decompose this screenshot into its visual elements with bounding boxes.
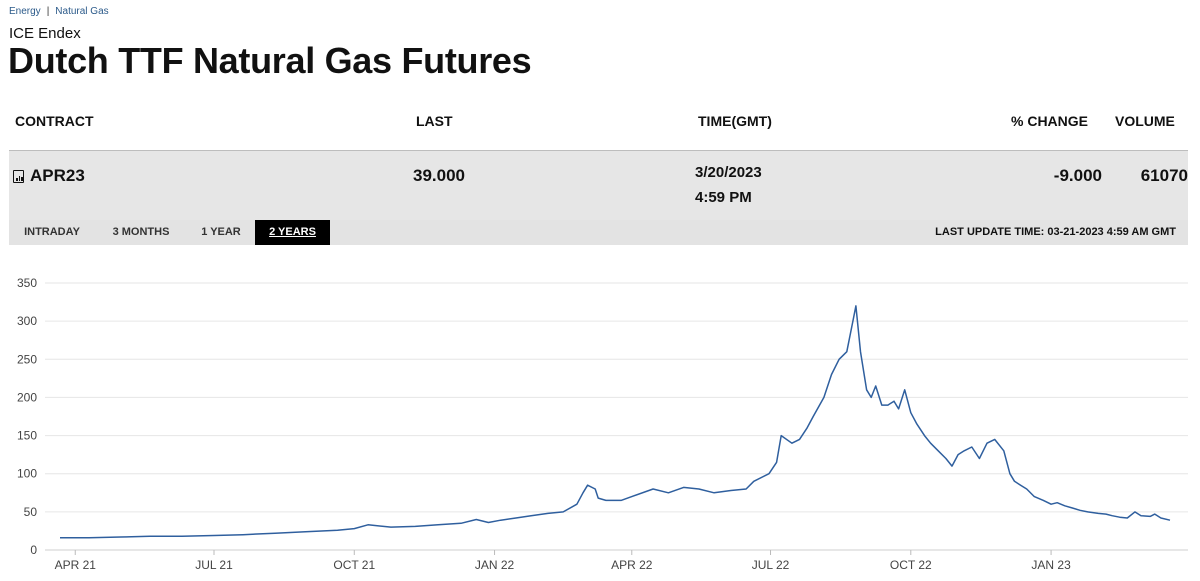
tab-3-months[interactable]: 3 MONTHS [112, 226, 170, 238]
exchange-name: ICE Endex [9, 25, 81, 42]
chart-document-icon [13, 169, 24, 183]
volume-value: 61070 [1140, 166, 1188, 185]
x-tick-label: JAN 23 [1031, 558, 1071, 572]
x-tick-label: APR 21 [55, 558, 97, 572]
tab-2-years[interactable]: 2 YEARS [255, 220, 330, 245]
tab-1-year[interactable]: 1 YEAR [201, 226, 241, 238]
last-update-time: LAST UPDATE TIME: 03-21-2023 4:59 AM GMT [935, 226, 1176, 238]
y-tick-label: 300 [17, 314, 37, 328]
price-line-chart: 0 50 100 150 200 250 300 350 APR 21 JUL 21 OCT 21 J… [17, 276, 1188, 572]
trade-date: 3/20/2023 [695, 164, 762, 181]
x-tick-label: JUL 21 [195, 558, 233, 572]
y-tick-label: 100 [17, 467, 37, 481]
y-tick-label: 0 [30, 543, 37, 557]
x-tick-label: JAN 22 [475, 558, 515, 572]
y-tick-label: 150 [17, 429, 37, 443]
trade-time: 4:59 PM [695, 189, 752, 206]
breadcrumb-energy[interactable]: Energy [9, 6, 41, 17]
percent-change: -9.000 [1053, 166, 1102, 185]
breadcrumb: Energy | Natural Gas [9, 6, 109, 17]
y-tick-label: 50 [24, 505, 38, 519]
breadcrumb-separator: | [46, 6, 50, 17]
contract-name: APR23 [30, 166, 85, 185]
last-price: 39.000 [413, 166, 465, 185]
y-tick-label: 200 [17, 390, 37, 404]
quote-row: APR23 39.000 3/20/2023 4:59 PM -9.000 61… [9, 150, 1188, 221]
x-tick-label: JUL 22 [752, 558, 790, 572]
header-last: LAST [416, 113, 453, 129]
x-tick-label: OCT 21 [333, 558, 375, 572]
header-contract: CONTRACT [15, 113, 94, 129]
x-tick-label: OCT 22 [890, 558, 932, 572]
tab-intraday[interactable]: INTRADAY [24, 226, 80, 238]
page-title: Dutch TTF Natural Gas Futures [8, 40, 532, 81]
breadcrumb-natural-gas[interactable]: Natural Gas [55, 6, 109, 17]
y-tick-label: 250 [17, 352, 37, 366]
header-time: TIME(GMT) [698, 113, 772, 129]
y-tick-label: 350 [17, 276, 37, 290]
x-tick-label: APR 22 [611, 558, 653, 572]
header-volume: VOLUME [1115, 113, 1175, 129]
range-tabs: INTRADAY 3 MONTHS 1 YEAR 2 YEARS LAST UP… [9, 220, 1188, 245]
price-series-line [60, 305, 1171, 539]
header-change: % CHANGE [1011, 113, 1089, 129]
contract-cell[interactable]: APR23 [13, 166, 85, 186]
